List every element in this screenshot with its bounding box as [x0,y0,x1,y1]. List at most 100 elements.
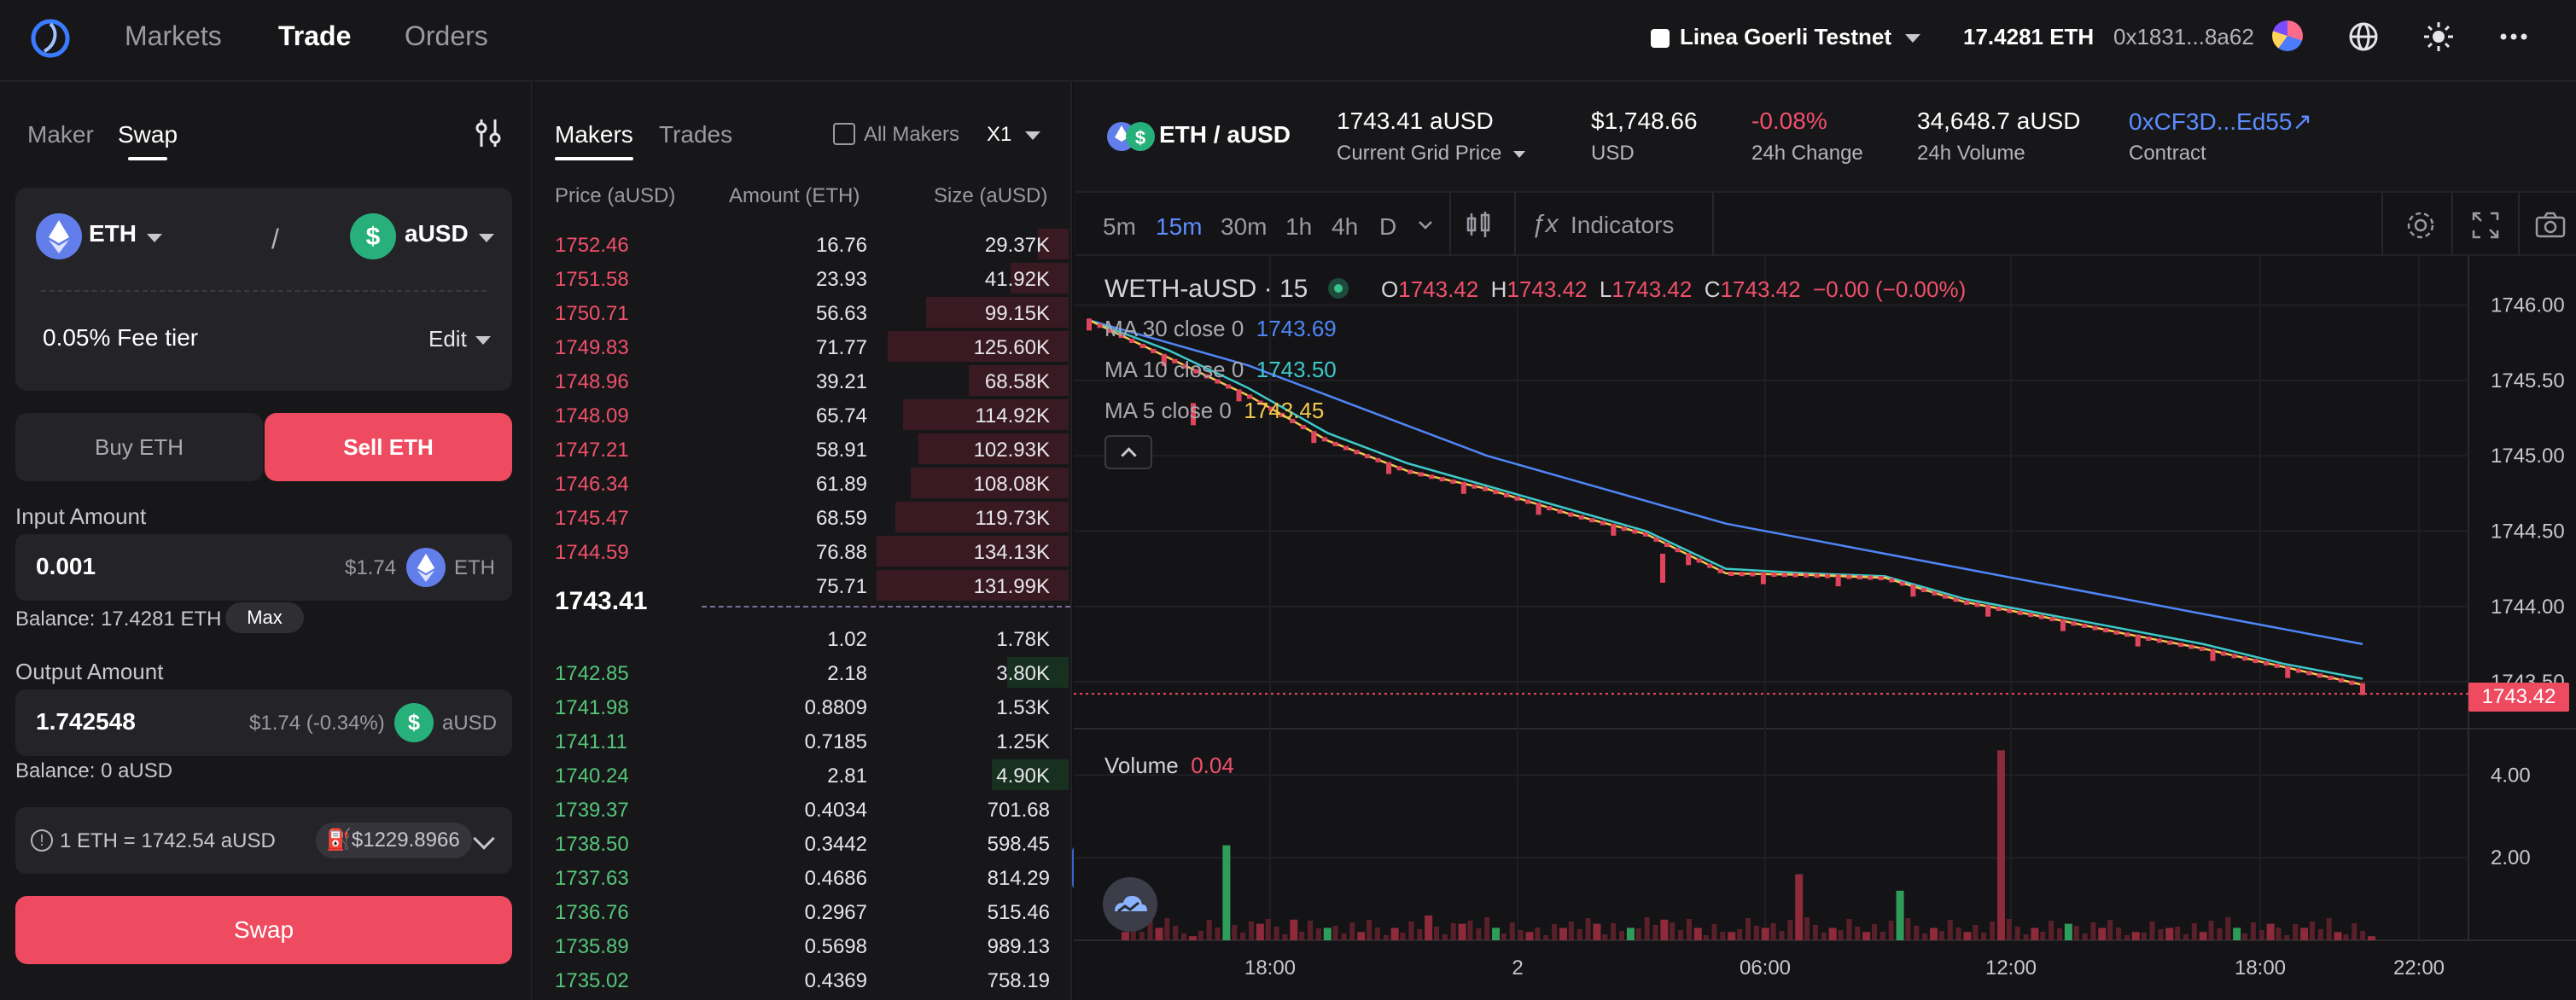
chevron-down-icon[interactable] [473,828,495,850]
tf-5m[interactable]: 5m [1103,213,1136,240]
external-link-icon: ↗ [2292,108,2312,135]
input-amount-field[interactable]: 0.001 $1.74 ETH [15,534,512,601]
max-button[interactable]: Max [225,602,304,633]
tf-1h[interactable]: 1h [1285,213,1313,240]
tf-30m[interactable]: 30m [1221,213,1268,240]
legend-collapse-button[interactable] [1104,435,1152,469]
volume-bar [2149,922,2155,940]
network-selector[interactable]: Linea Goerli Testnet [1651,24,1921,50]
ask-row[interactable]: 75.71 131.99K [534,568,1072,602]
candle [1804,573,1810,578]
bid-row[interactable]: 1735.89 0.5698 989.13 [534,928,1072,962]
bid-row[interactable]: 1742.85 2.18 3.80K [534,655,1072,689]
bid-row[interactable]: 1741.11 0.7185 1.25K [534,724,1072,758]
grid-price-label: Current Grid Price [1337,142,1502,165]
avatar[interactable] [2272,20,2303,51]
tab-makers[interactable]: Makers [555,121,633,160]
ask-row[interactable]: 1748.09 65.74 114.92K [534,398,1072,432]
price-chart[interactable]: 1746.00 1745.50 1745.00 1744.50 1744.00 1743.… [1074,256,2576,1000]
fullscreen-icon[interactable] [2468,208,2503,242]
volume-bar [1611,923,1617,940]
ask-row[interactable]: 1751.58 23.93 41.92K [534,261,1072,295]
ask-row[interactable]: 1752.46 16.76 29.37K [534,227,1072,261]
candle [2295,668,2301,673]
bid-row[interactable]: 1739.37 0.4034 701.68 [534,792,1072,826]
candle [1311,431,1317,444]
camera-icon[interactable] [2533,208,2567,242]
more-icon[interactable] [2497,20,2530,53]
bid-row[interactable]: 1735.02 0.4369 758.19 [534,962,1072,997]
app-logo[interactable] [31,19,70,58]
bid-row[interactable]: 1741.98 0.8809 1.53K [534,689,1072,724]
candle [1203,374,1209,379]
tab-maker[interactable]: Maker [27,121,94,148]
rate-panel[interactable]: ! 1 ETH = 1742.54 aUSD ⛽$1229.8966 [15,807,512,874]
edit-label: Edit [428,326,467,352]
ask-row[interactable]: 1749.83 71.77 125.60K [534,329,1072,363]
theme-sun-icon[interactable] [2422,20,2455,53]
ask-row[interactable]: 1750.71 56.63 99.15K [534,295,1072,329]
tf-d[interactable]: D [1379,213,1397,240]
nav-trade[interactable]: Trade [278,20,352,51]
volume-bar [2352,923,2357,940]
ask-amount: 16.76 [815,234,867,257]
ask-price: 1748.09 [555,404,629,427]
swap-button[interactable]: Swap [15,896,512,964]
chart-symbol: WETH-aUSD · 15 [1104,275,1308,303]
base-token-select[interactable]: ETH [89,220,162,247]
volume-bar [2014,927,2020,940]
y-tick-label: 1745.50 [2491,369,2565,392]
volume-bar [1787,920,1793,940]
buy-eth-button[interactable]: Buy ETH [15,413,263,481]
bid-row[interactable]: 1737.63 0.4686 814.29 [534,860,1072,894]
tf-4h[interactable]: 4h [1332,213,1359,240]
volume-bar [1746,918,1751,940]
nav-orders[interactable]: Orders [405,20,488,51]
candle [1814,573,1820,578]
edit-fee-button[interactable]: Edit [428,326,491,352]
multiplier-select[interactable]: X1 [987,123,1041,147]
volume-bar [1670,922,1676,940]
candle [1964,600,1970,605]
volume-bar [1880,932,1885,940]
tf-15m[interactable]: 15m [1156,213,1203,240]
grid-price-select[interactable]: Current Grid Price [1337,142,1526,166]
ask-row[interactable]: 1747.21 58.91 102.93K [534,432,1072,466]
chevron-down-icon[interactable] [1415,208,1436,242]
wallet-address[interactable]: 0x1831...8a62 [2113,24,2254,49]
ma30-legend: MA 30 close 0 1743.69 [1104,316,1337,342]
chevron-down-icon [147,233,162,242]
output-amount-field[interactable]: 1.742548 $1.74 (-0.34%) $ aUSD [15,689,512,756]
volume-bar [1559,927,1567,940]
tab-swap[interactable]: Swap [118,121,178,160]
gear-icon[interactable] [2404,208,2438,242]
input-amount-label: Input Amount [15,503,147,529]
candle [1974,602,1980,608]
volume-bar [1896,890,1904,940]
bid-row[interactable]: 1736.76 0.2967 515.46 [534,894,1072,928]
bid-size: 4.90K [996,765,1050,788]
ask-row[interactable]: 1748.96 39.21 68.58K [534,363,1072,398]
sell-eth-button[interactable]: Sell ETH [265,413,512,481]
volume-bar [2258,930,2264,940]
candle [2274,663,2280,668]
quote-token-select[interactable]: aUSD [405,220,494,247]
nav-markets[interactable]: Markets [125,20,222,51]
bid-row[interactable]: 1740.24 2.81 4.90K [534,758,1072,792]
globe-icon[interactable] [2347,20,2380,53]
bid-row[interactable]: 1.02 1.78K [534,621,1072,655]
ask-row[interactable]: 1744.59 76.88 134.13K [534,534,1072,568]
tradingview-logo[interactable] [1103,877,1157,932]
indicators-button[interactable]: Indicators [1571,212,1675,238]
contract-link[interactable]: 0xCF3D...Ed55↗ [2129,108,2312,136]
tab-trades[interactable]: Trades [659,121,733,148]
ask-row[interactable]: 1746.34 61.89 108.08K [534,466,1072,500]
ask-row[interactable]: 1745.47 68.59 119.73K [534,500,1072,534]
candle [1750,572,1756,577]
all-makers-checkbox[interactable] [833,123,855,145]
sliders-icon[interactable] [473,118,504,148]
bid-row[interactable]: 1738.50 0.3442 598.45 [534,826,1072,860]
chevron-down-icon [1905,34,1921,44]
candles-icon[interactable] [1461,208,1495,242]
input-token: ETH [454,556,495,579]
